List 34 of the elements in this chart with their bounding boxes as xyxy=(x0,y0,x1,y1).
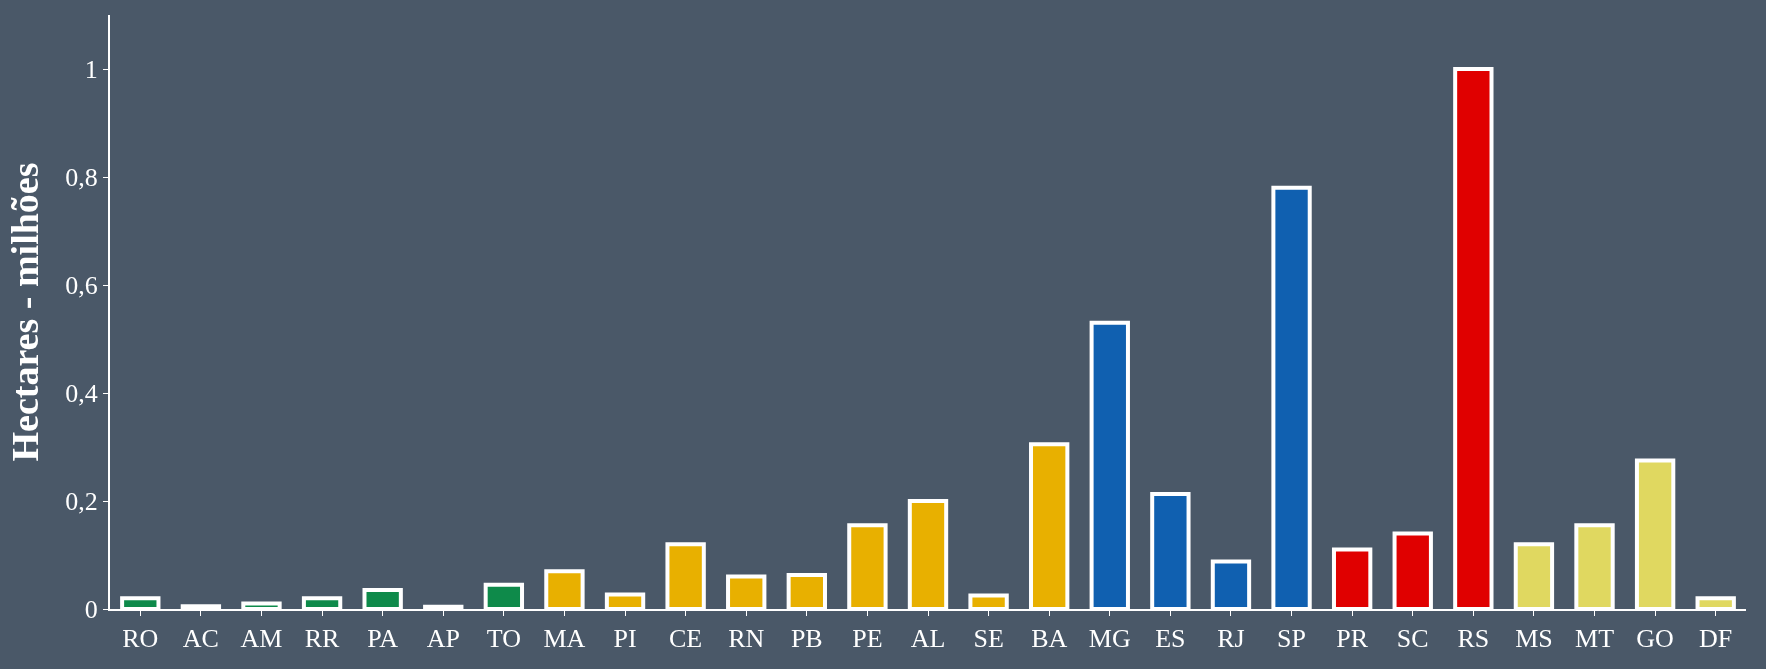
x-tick-label: MT xyxy=(1575,624,1615,654)
x-tick-label: CE xyxy=(669,624,703,654)
y-axis-title: Hectares - milhões xyxy=(4,162,46,462)
x-tick-label: SC xyxy=(1396,624,1429,654)
x-tick-label: PB xyxy=(790,624,823,654)
x-tick-label: RO xyxy=(122,624,159,654)
x-tick-label: AL xyxy=(910,624,946,654)
y-tick-label: 0,2 xyxy=(65,487,98,517)
x-tick-label: AM xyxy=(240,624,283,654)
y-tick-label: 0,4 xyxy=(65,379,98,409)
x-tick-label: TO xyxy=(486,624,521,654)
x-tick-label: PI xyxy=(613,624,637,654)
y-tick-label: 0,8 xyxy=(65,163,98,193)
x-tick-label: RJ xyxy=(1217,624,1245,654)
x-tick-label: MS xyxy=(1515,624,1553,654)
x-tick-label: RR xyxy=(304,624,341,654)
x-tick-label: RN xyxy=(728,624,765,654)
x-tick-label: MA xyxy=(543,624,586,654)
x-tick-label: AC xyxy=(182,624,219,654)
x-tick-label: PE xyxy=(852,624,883,654)
y-tick-label: 1 xyxy=(84,55,98,85)
x-tick-label: SE xyxy=(973,624,1004,654)
x-tick-label: ES xyxy=(1155,624,1186,654)
x-tick-label: MG xyxy=(1088,624,1131,654)
x-tick-label: AP xyxy=(426,624,460,654)
x-tick-label: PA xyxy=(367,624,399,654)
x-tick-label: PR xyxy=(1336,624,1369,654)
x-tick-label: RS xyxy=(1457,624,1490,654)
y-tick-label: 0,6 xyxy=(65,271,98,301)
x-tick-label: DF xyxy=(1699,624,1733,654)
x-tick-label: GO xyxy=(1636,624,1674,654)
y-tick-label: 0 xyxy=(84,595,98,625)
x-tick-label: SP xyxy=(1277,624,1307,654)
x-tick-label: BA xyxy=(1031,624,1068,654)
